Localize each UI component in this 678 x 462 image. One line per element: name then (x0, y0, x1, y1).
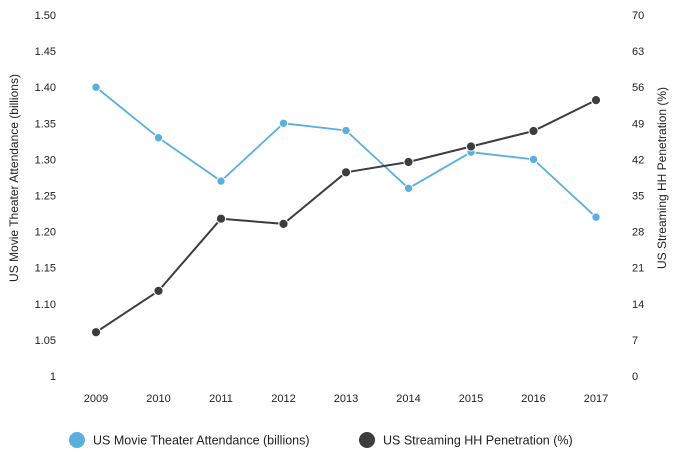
data-point-attendance[interactable] (216, 176, 226, 186)
right-axis-tick: 63 (632, 46, 644, 58)
legend-label-streaming: US Streaming HH Penetration (%) (383, 434, 573, 448)
left-axis-tick: 1 (50, 371, 56, 383)
left-axis-tick: 1.15 (35, 263, 56, 275)
left-axis-title: US Movie Theater Attendance (billions) (7, 74, 21, 282)
data-point-attendance[interactable] (153, 133, 164, 143)
data-point-attendance[interactable] (591, 212, 601, 222)
data-point-streaming[interactable] (90, 327, 102, 338)
right-axis-tick: 14 (632, 299, 644, 311)
data-point-streaming[interactable] (215, 213, 227, 224)
left-axis-tick: 1.25 (35, 191, 56, 203)
legend-marker-attendance (69, 432, 85, 448)
data-point-attendance[interactable] (278, 118, 289, 129)
legend-marker-streaming (359, 432, 375, 448)
right-axis-tick: 56 (632, 82, 644, 94)
right-axis-tick: 0 (632, 371, 638, 383)
right-axis-tick: 7 (632, 335, 638, 347)
x-axis-tick: 2014 (396, 393, 420, 405)
data-point-attendance[interactable] (403, 183, 414, 193)
x-axis-tick: 2010 (146, 393, 170, 405)
left-axis-tick: 1.45 (35, 46, 56, 58)
data-point-streaming[interactable] (153, 285, 164, 297)
series-line-attendance (95, 86, 597, 218)
x-axis-tick: 2013 (334, 393, 358, 405)
left-axis-tick: 1.40 (35, 82, 56, 94)
legend-label-attendance: US Movie Theater Attendance (billions) (93, 434, 310, 448)
x-axis-tick: 2016 (521, 393, 545, 405)
left-axis-tick: 1.50 (35, 10, 56, 22)
left-axis-tick: 1.35 (35, 118, 56, 130)
x-axis-tick: 2012 (271, 393, 295, 405)
right-axis-title: US Streaming HH Penetration (%) (655, 87, 669, 269)
data-point-streaming[interactable] (590, 94, 602, 106)
right-axis-tick: 70 (632, 10, 644, 22)
x-axis-tick: 2017 (584, 393, 608, 405)
left-axis-tick: 1.05 (35, 335, 56, 347)
left-axis-ticks: 1.50 1.45 1.40 1.35 1.30 1.25 1.20 1.15 1.10 1.05… (35, 10, 56, 383)
series-layer (90, 82, 602, 338)
x-axis-tick: 2015 (459, 393, 483, 405)
left-axis-tick: 1.30 (35, 154, 56, 166)
data-point-streaming[interactable] (403, 156, 414, 168)
legend: US Movie Theater Attendance (billions) U… (69, 432, 573, 448)
x-axis-tick: 2009 (84, 393, 108, 405)
right-axis-tick: 21 (632, 263, 644, 275)
data-point-attendance[interactable] (528, 154, 539, 165)
data-point-attendance[interactable] (91, 82, 101, 92)
data-point-streaming[interactable] (528, 125, 539, 137)
data-point-streaming[interactable] (278, 218, 289, 229)
right-axis-tick: 42 (632, 154, 644, 166)
right-axis-tick: 49 (632, 118, 644, 130)
left-axis-tick: 1.10 (35, 299, 56, 311)
x-axis-ticks: 2009 2010 2011 2012 2013 2014 2015 2016 2017 (84, 393, 608, 405)
data-point-attendance[interactable] (341, 125, 351, 136)
x-axis-tick: 2011 (209, 393, 233, 405)
data-point-streaming[interactable] (465, 141, 477, 152)
left-axis-tick: 1.20 (35, 227, 56, 239)
data-point-streaming[interactable] (340, 167, 352, 178)
right-axis-tick: 28 (632, 227, 644, 239)
right-axis-tick: 35 (632, 191, 644, 203)
